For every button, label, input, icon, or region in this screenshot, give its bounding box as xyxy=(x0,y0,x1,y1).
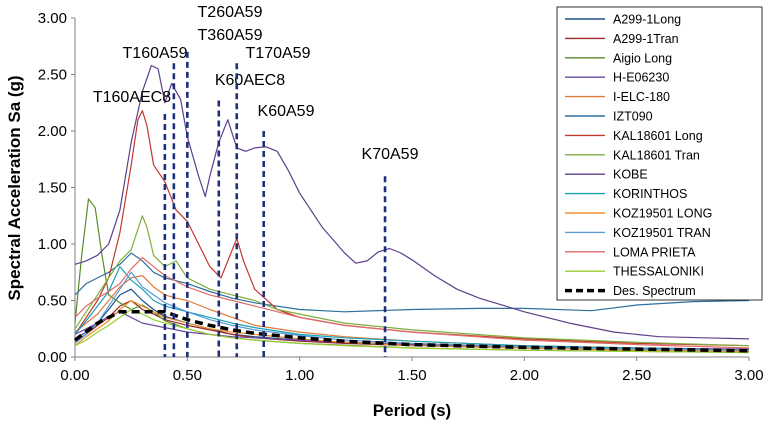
y-tick-label: 2.50 xyxy=(38,67,67,84)
y-tick-label: 1.00 xyxy=(38,236,67,253)
marker-label-k70a59: K70A59 xyxy=(362,146,419,163)
marker-label-t160aec8: T160AEC8 xyxy=(93,89,171,106)
legend-label: KOZ19501 LONG xyxy=(613,207,712,221)
legend: A299-1Long A299-1Tran Aigio Long H-E06230 I-… xyxy=(556,6,763,301)
marker-label-k60aec8: K60AEC8 xyxy=(215,72,285,89)
marker-label-t260a59: T260A59 xyxy=(198,4,263,21)
x-tick-label: 1.00 xyxy=(285,367,314,384)
marker-label-k60a59: K60A59 xyxy=(258,103,315,120)
legend-label: I-ELC-180 xyxy=(613,90,670,104)
legend-label: THESSALONIKI xyxy=(613,265,704,279)
x-tick-label: 1.50 xyxy=(397,367,426,384)
x-tick-label: 2.50 xyxy=(622,367,651,384)
legend-label: KOBE xyxy=(613,168,648,182)
series-line-kal18601-tran xyxy=(74,215,750,347)
legend-label: KAL18601 Tran xyxy=(613,148,700,162)
y-tick-label: 2.00 xyxy=(38,123,67,140)
series-line-kobe xyxy=(74,64,750,340)
x-tick-label: 2.00 xyxy=(510,367,539,384)
y-tick-label: 1.50 xyxy=(38,180,67,197)
legend-label: H-E06230 xyxy=(613,71,669,85)
series-line-izt090 xyxy=(74,252,750,313)
y-tick-labels: 0.00 0.50 1.00 1.50 2.00 2.50 3.00 xyxy=(38,10,75,366)
legend-label: KORINTHOS xyxy=(613,187,687,201)
period-markers: T160AEC8 T160A59 T260A59 T360A59 K60AEC8 T170… xyxy=(93,4,419,357)
legend-label: A299-1Tran xyxy=(613,32,679,46)
x-tick-labels: 0.00 0.50 1.00 1.50 2.00 2.50 3.00 xyxy=(60,357,764,384)
x-axis-title: Period (s) xyxy=(373,401,451,420)
marker-label-t360a59: T360A59 xyxy=(198,27,263,44)
legend-label: KOZ19501 TRAN xyxy=(613,226,711,240)
legend-label: Aigio Long xyxy=(613,51,672,65)
legend-label: A299-1Long xyxy=(613,13,681,27)
marker-label-t170a59: T170A59 xyxy=(246,45,311,62)
y-axis-title: Spectral Acceleration Sa (g) xyxy=(5,75,24,300)
series-line-koz19501-tran xyxy=(74,271,750,351)
x-tick-label: 0.00 xyxy=(60,367,89,384)
legend-label: Des. Spectrum xyxy=(613,284,696,298)
legend-label: IZT090 xyxy=(613,110,653,124)
x-tick-label: 0.50 xyxy=(173,367,202,384)
y-tick-label: 3.00 xyxy=(38,10,67,27)
legend-label: KAL18601 Long xyxy=(613,129,703,143)
legend-label: LOMA PRIETA xyxy=(613,245,696,259)
y-tick-label: 0.50 xyxy=(38,293,67,310)
y-tick-label: 0.00 xyxy=(38,349,67,366)
marker-label-t160a59: T160A59 xyxy=(123,45,188,62)
series-line-design-spectrum xyxy=(73,310,750,353)
x-tick-label: 3.00 xyxy=(734,367,763,384)
series-line-thessaloniki xyxy=(74,308,750,354)
